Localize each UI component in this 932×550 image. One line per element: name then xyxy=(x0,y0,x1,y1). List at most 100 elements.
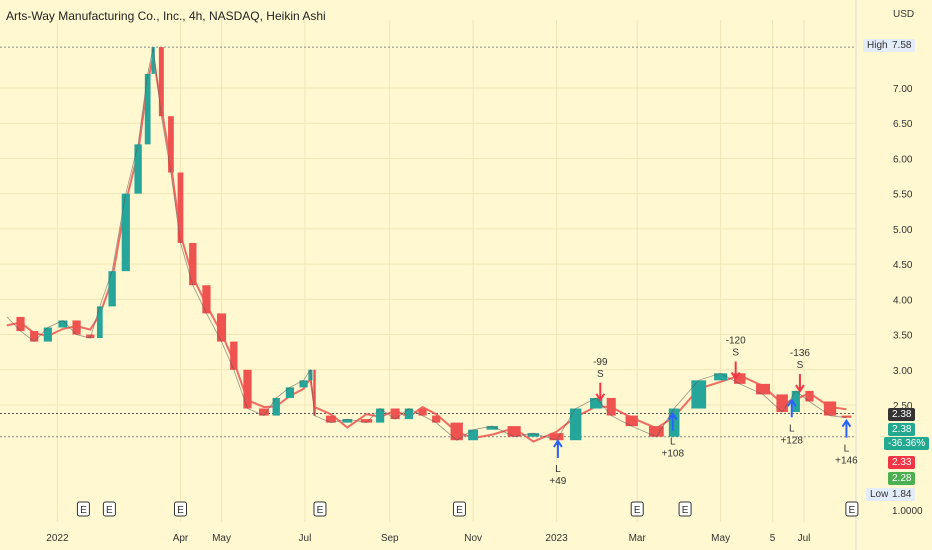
heikin-ashi-candle xyxy=(776,394,788,413)
earnings-event-label: E xyxy=(106,505,113,516)
heikin-ashi-candle xyxy=(121,193,130,272)
earnings-event-marker xyxy=(313,501,327,517)
x-tick-label: 2022 xyxy=(46,533,69,544)
earnings-event-marker xyxy=(678,501,692,517)
high-label: High xyxy=(863,39,892,52)
signal-side-label: L xyxy=(555,464,561,475)
heikin-ashi-candle xyxy=(507,426,521,437)
heikin-ashi-candle xyxy=(342,419,353,423)
heikin-ashi-candle xyxy=(668,408,680,437)
long-signal-arrowhead xyxy=(553,439,563,448)
heikin-ashi-candle xyxy=(823,401,837,416)
signal-pnl-label: +108 xyxy=(662,449,685,460)
heikin-ashi-candle xyxy=(791,390,800,413)
heikin-ashi-candle xyxy=(691,380,707,409)
y-tick-label: 5.00 xyxy=(893,225,913,236)
earnings-event-marker xyxy=(452,501,466,517)
earnings-event-marker xyxy=(845,501,859,517)
x-tick-label: Mar xyxy=(629,533,647,544)
long-signal-arrowhead xyxy=(841,418,852,428)
heikin-ashi-candle xyxy=(569,408,582,441)
x-tick-label: Jul xyxy=(299,533,312,544)
heikin-ashi-candle xyxy=(841,415,852,418)
heikin-ashi-candle xyxy=(625,415,638,427)
chart-title: Arts-Way Manufacturing Co., Inc., 4h, NA… xyxy=(6,9,326,23)
short-signal-arrowhead xyxy=(730,372,741,381)
earnings-event-label: E xyxy=(682,505,689,516)
signal-side-label: S xyxy=(797,360,804,371)
heikin-ashi-candle xyxy=(86,334,95,339)
x-tick-label: Nov xyxy=(464,533,482,544)
heikin-ashi-candle xyxy=(756,383,770,395)
signal-side-label: S xyxy=(732,348,739,359)
low-label: Low xyxy=(866,488,893,501)
heikin-ashi-candle xyxy=(549,433,564,441)
heikin-ashi-candle xyxy=(177,172,184,243)
x-tick-label: May xyxy=(711,533,730,544)
earnings-event-label: E xyxy=(177,505,184,516)
low-value: 1.84 xyxy=(888,488,916,501)
x-tick-label: 5 xyxy=(770,533,776,544)
signal-pnl-label: -136 xyxy=(790,348,810,359)
signal-pnl-label: -99 xyxy=(593,357,608,368)
short-signal-arrowhead xyxy=(795,384,805,393)
heikin-ashi-candle xyxy=(158,47,164,117)
heikin-ashi-candle xyxy=(96,306,103,339)
heikin-ashi-candle xyxy=(805,390,814,402)
heikin-ashi-candle xyxy=(58,320,68,328)
long-signal-arrowhead xyxy=(786,398,797,407)
heikin-ashi-candle xyxy=(202,285,211,314)
earnings-event-marker xyxy=(173,501,187,517)
heikin-ashi-candle xyxy=(404,408,413,420)
heikin-ashi-candle xyxy=(313,369,316,416)
heikin-ashi-candle xyxy=(648,426,664,437)
heikin-ashi-candle xyxy=(217,313,227,342)
earnings-event-label: E xyxy=(634,505,641,516)
x-tick-label: Apr xyxy=(173,533,189,544)
earnings-event-label: E xyxy=(317,505,324,516)
heikin-ashi-candle xyxy=(272,397,280,416)
heikin-ashi-candle xyxy=(606,397,616,416)
heikin-ashi-candle xyxy=(376,408,385,423)
earnings-event-label: E xyxy=(456,505,463,516)
heikin-ashi-candle xyxy=(16,316,25,332)
heikin-ashi-candle xyxy=(151,47,155,74)
heikin-ashi-candle xyxy=(189,242,197,286)
x-tick-label: Sep xyxy=(381,533,399,544)
x-tick-label: Jul xyxy=(798,533,811,544)
y-tick-label: 3.50 xyxy=(893,331,913,342)
x-tick-label: May xyxy=(212,533,231,544)
y-tick-label: 6.00 xyxy=(893,154,913,165)
y-tick-label: 2.50 xyxy=(893,401,913,412)
y-tick-label: 7.00 xyxy=(893,84,913,95)
heikin-ashi-candle xyxy=(450,422,463,441)
short-signal-arrowhead xyxy=(595,393,606,402)
y-tick-label: 4.00 xyxy=(893,295,913,306)
red-line-tag: 2.33 xyxy=(888,456,916,469)
heikin-ashi-candle xyxy=(590,397,603,409)
signal-pnl-label: +128 xyxy=(780,435,803,446)
signal-side-label: L xyxy=(844,444,850,455)
heikin-ashi-candle xyxy=(468,429,479,441)
x-tick-label: 2023 xyxy=(545,533,568,544)
heikin-ashi-candle xyxy=(360,419,373,423)
signal-pnl-label: +146 xyxy=(835,456,858,467)
change-pct-tag: -36.36% xyxy=(884,437,930,450)
heikin-ashi-candle xyxy=(144,73,151,145)
heikin-ashi-candle xyxy=(258,408,269,416)
heikin-ashi-candle xyxy=(734,373,746,384)
heikin-ashi-candle xyxy=(285,387,294,398)
signal-side-label: L xyxy=(789,423,795,434)
signal-pnl-label: +49 xyxy=(549,476,566,487)
heikin-ashi-candle xyxy=(527,433,540,437)
heikin-ashi-candle xyxy=(230,341,238,370)
earnings-event-label: E xyxy=(849,505,856,516)
long-signal-arrowhead xyxy=(667,411,678,421)
heikin-ashi-candle xyxy=(72,320,81,335)
scale-bottom-label: 1.0000 xyxy=(892,506,923,517)
price-line xyxy=(6,47,847,441)
heikin-ashi-candle xyxy=(243,369,252,409)
heikin-ashi-candle xyxy=(390,408,400,420)
